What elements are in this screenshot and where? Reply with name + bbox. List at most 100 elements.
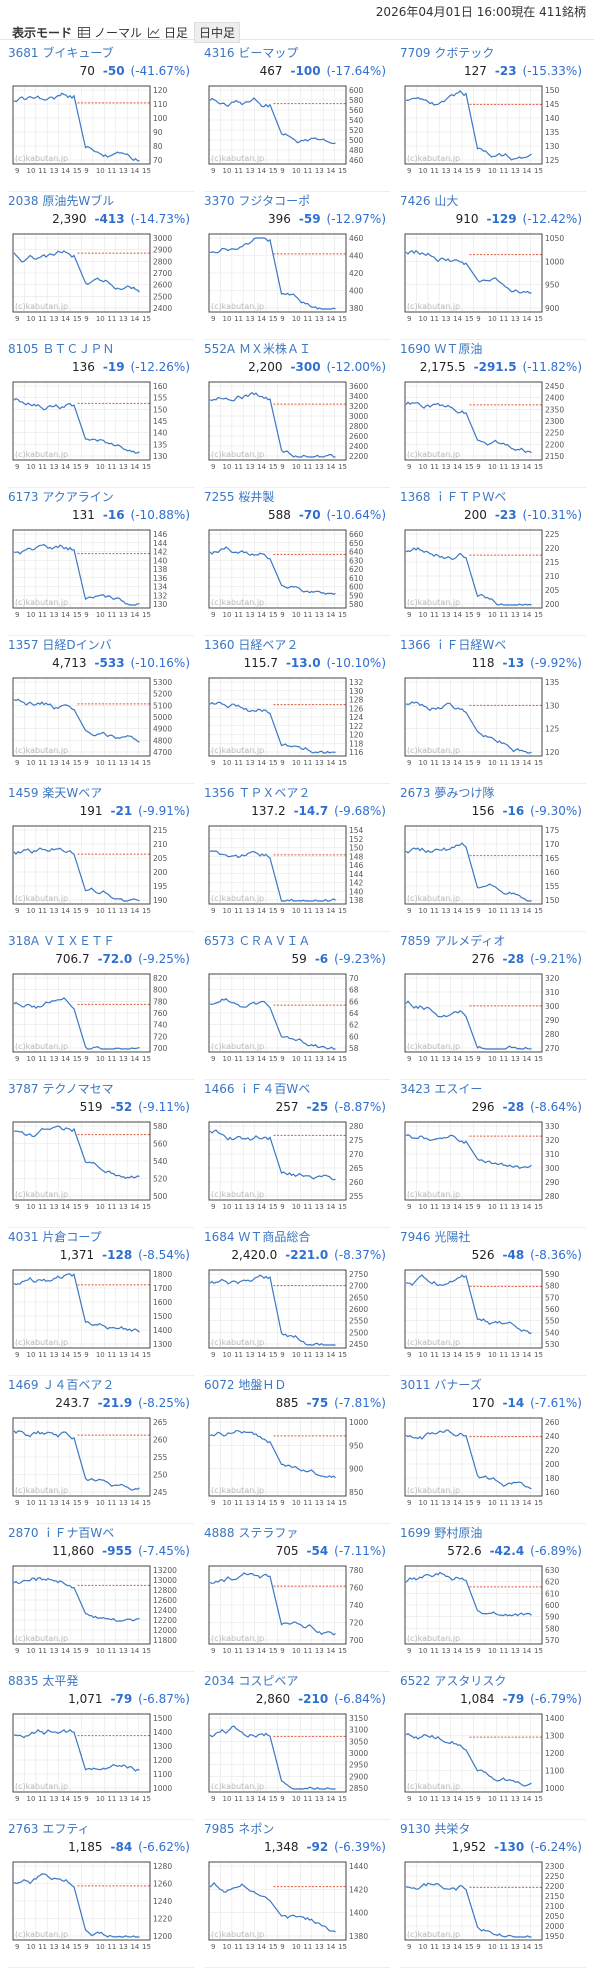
stock-code-link[interactable]: 4888 [204,1526,235,1540]
intraday-chart[interactable]: 215 210 205 200 195 190 9 10 11 13 14 15 9 10 11 13 14 15… [10,824,178,916]
stock-name-link[interactable]: ＴＰＸベア２ [234,786,311,800]
intraday-chart[interactable]: 3600 3400 3200 3000 2800 2600 2400 2200 9 10 11 13 1… [206,380,374,472]
stock-card[interactable]: 6072 地盤ＨＤ 885 -75 (-7.81%) 1000 950 900 850 9 10 1… [204,1376,390,1524]
stock-name-link[interactable]: ｉＦ日経Wベ [430,638,507,652]
stock-code-link[interactable]: 3011 [400,1378,431,1392]
stock-card[interactable]: 7859 アルメディオ 276 -28 (-9.21%) 320 310 300 290 280… [400,932,586,1080]
stock-code-link[interactable]: 1368 [400,490,431,504]
stock-name-link[interactable]: ブイキューブ [38,46,114,60]
stock-name-link[interactable]: アルメディオ [430,934,506,948]
stock-card[interactable]: 3370 フジタコーポ 396 -59 (-12.97%) 460 440 420 400 38… [204,192,390,340]
stock-card[interactable]: 1357 日経Dインバ 4,713 -533 (-10.16%) 5300 5200 510… [8,636,194,784]
stock-name-link[interactable]: 共栄タ [430,1822,471,1836]
stock-name-link[interactable]: ｉＦ４百Wベ [234,1082,311,1096]
intraday-chart[interactable]: 120 110 100 90 80 70 9 10 11 13 14 15 9 10 11 13 14 15 (c)… [10,84,178,176]
stock-name-link[interactable]: フジタコーポ [234,194,311,208]
stock-card[interactable]: 1356 ＴＰＸベア２ 137.2 -14.7 (-9.68%) 154 152 150 14… [204,784,390,932]
stock-name-link[interactable]: ビーマップ [234,46,299,60]
intraday-chart[interactable]: 3000 2900 2800 2700 2600 2500 2400 9 10 11 13 14 15 9… [10,232,178,324]
stock-name-link[interactable]: アクアライン [38,490,114,504]
stock-name-link[interactable]: ｉＦＴＰＷベ [430,490,507,504]
intraday-chart[interactable]: 330 320 310 300 290 280 9 10 11 13 14 15 9 10 11 13 14 15… [402,1120,570,1212]
stock-code-link[interactable]: 2763 [8,1822,39,1836]
stock-code-link[interactable]: 1684 [204,1230,235,1244]
stock-name-link[interactable]: 日経Dインバ [38,638,112,652]
stock-code-link[interactable]: 1466 [204,1082,235,1096]
intraday-chart[interactable]: 150 145 140 135 130 125 9 10 11 13 14 15 9 10 11 13 14 15… [402,84,570,176]
stock-name-link[interactable]: 桜井製 [234,490,275,504]
intraday-chart[interactable]: 132 130 128 126 124 122 120 118 116 9 10 11 13 14 15 9 1… [206,676,374,768]
stock-name-link[interactable]: ＭＸ米株ＡＩ [235,342,311,356]
mode-normal-button[interactable]: ノーマル [78,24,142,41]
intraday-chart[interactable]: 590 580 570 560 550 540 530 9 10 11 13 14 15 9 10 11 13 1… [402,1268,570,1360]
stock-code-link[interactable]: 1699 [400,1526,431,1540]
stock-code-link[interactable]: 3370 [204,194,235,208]
stock-card[interactable]: 552A ＭＸ米株ＡＩ 2,200 -300 (-12.00%) 3600 3400 320… [204,340,390,488]
stock-code-link[interactable]: 8105 [8,342,39,356]
stock-card[interactable]: 3423 エスイー 296 -28 (-8.64%) 330 320 310 300 290 28… [400,1080,586,1228]
stock-name-link[interactable]: コスピベア [234,1674,299,1688]
stock-card[interactable]: 3011 バナーズ 170 -14 (-7.61%) 260 240 220 200 180 16… [400,1376,586,1524]
intraday-chart[interactable]: 175 170 165 160 155 150 9 10 11 13 14 15 9 10 11 13 14 15… [402,824,570,916]
stock-name-link[interactable]: 日経ベア２ [234,638,299,652]
stock-code-link[interactable]: 1690 [400,342,431,356]
stock-code-link[interactable]: 1366 [400,638,431,652]
stock-card[interactable]: 7255 桜井製 588 -70 (-10.64%) 660 650 640 630 620 61… [204,488,390,636]
stock-name-link[interactable]: 夢みつけ隊 [430,786,495,800]
stock-code-link[interactable]: 2870 [8,1526,39,1540]
mode-daily-button[interactable]: 日足 [148,24,188,41]
stock-card[interactable]: 4031 片倉コープ 1,371 -128 (-8.54%) 1800 1700 1600 1… [8,1228,194,1376]
stock-code-link[interactable]: 7709 [400,46,431,60]
stock-card[interactable]: 2034 コスピベア 2,860 -210 (-6.84%) 3150 3100 3050 3… [204,1672,390,1820]
intraday-chart[interactable]: 160 155 150 145 140 135 130 9 10 11 13 14 15 9 10 11 13 1… [10,380,178,472]
stock-code-link[interactable]: 4316 [204,46,235,60]
stock-code-link[interactable]: 7859 [400,934,431,948]
intraday-chart[interactable]: 265 260 255 250 245 9 10 11 13 14 15 9 10 11 13 14 15 (c)… [10,1416,178,1508]
stock-code-link[interactable]: 8835 [8,1674,39,1688]
stock-card[interactable]: 7946 光陽社 526 -48 (-8.36%) 590 580 570 560 550 540… [400,1228,586,1376]
stock-code-link[interactable]: 7426 [400,194,431,208]
stock-name-link[interactable]: ｉＦナ百Wベ [38,1526,115,1540]
stock-name-link[interactable]: 野村原油 [430,1526,483,1540]
intraday-chart[interactable]: 260 240 220 200 180 160 9 10 11 13 14 15 9 10 11 13 14 15… [402,1416,570,1508]
intraday-chart[interactable]: 1500 1400 1300 1200 1100 1000 9 10 11 13 14 15 9 10 11… [10,1712,178,1804]
stock-code-link[interactable]: 318A [8,934,40,948]
stock-card[interactable]: 8105 ＢＴＣＪＰＮ 136 -19 (-12.26%) 160 155 150 145 14… [8,340,194,488]
stock-card[interactable]: 6173 アクアライン 131 -16 (-10.88%) 146 144 142 140 13… [8,488,194,636]
intraday-chart[interactable]: 135 130 125 120 9 10 11 13 14 15 9 10 11 13 14 15 (c)kab… [402,676,570,768]
stock-card[interactable]: 1360 日経ベア２ 115.7 -13.0 (-10.10%) 132 130 128 12… [204,636,390,784]
intraday-chart[interactable]: 2450 2400 2350 2300 2250 2200 2150 9 10 11 13 14 15 9… [402,380,570,472]
stock-name-link[interactable]: エフティ [38,1822,90,1836]
stock-card[interactable]: 1699 野村原油 572.6 -42.4 (-6.89%) 630 620 610 600 5… [400,1524,586,1672]
stock-code-link[interactable]: 1357 [8,638,39,652]
stock-card[interactable]: 9130 共栄タ 1,952 -130 (-6.24%) 2300 2250 2200 215… [400,1820,586,1968]
intraday-chart[interactable]: 660 650 640 630 620 610 600 590 580 9 10 11 13 14 15 9 1… [206,528,374,620]
intraday-chart[interactable]: 320 310 300 290 280 270 9 10 11 13 14 15 9 10 11 13 14 15… [402,972,570,1064]
stock-card[interactable]: 1469 Ｊ４百ベア２ 243.7 -21.9 (-8.25%) 265 260 255 25… [8,1376,194,1524]
stock-code-link[interactable]: 1459 [8,786,39,800]
stock-card[interactable]: 4316 ビーマップ 467 -100 (-17.64%) 600 580 560 540 52… [204,44,390,192]
intraday-chart[interactable]: 225 220 215 210 205 200 9 10 11 13 14 15 9 10 11 13 14 15… [402,528,570,620]
stock-name-link[interactable]: ＶＩＸＥＴＦ [39,934,115,948]
stock-code-link[interactable]: 7985 [204,1822,235,1836]
stock-name-link[interactable]: ＷＴ商品総合 [234,1230,311,1244]
stock-card[interactable]: 1690 ＷＴ原油 2,175.5 -291.5 (-11.82%) 2450 2400 2… [400,340,586,488]
stock-name-link[interactable]: 原油先Wブル [38,194,115,208]
stock-name-link[interactable]: 楽天Wベア [38,786,103,800]
stock-name-link[interactable]: ＢＴＣＪＰＮ [38,342,115,356]
intraday-chart[interactable]: 1400 1300 1200 1100 1000 9 10 11 13 14 15 9 10 11 13 14… [402,1712,570,1804]
stock-card[interactable]: 1459 楽天Wベア 191 -21 (-9.91%) 215 210 205 200 195 1… [8,784,194,932]
stock-card[interactable]: 1684 ＷＴ商品総合 2,420.0 -221.0 (-8.37%) 2750 2700… [204,1228,390,1376]
stock-code-link[interactable]: 2038 [8,194,39,208]
stock-card[interactable]: 6522 アスタリスク 1,084 -79 (-6.79%) 1400 1300 1200 1… [400,1672,586,1820]
stock-name-link[interactable]: クボテック [430,46,495,60]
stock-card[interactable]: 3681 ブイキューブ 70 -50 (-41.67%) 120 110 100 90 80 70… [8,44,194,192]
stock-name-link[interactable]: 太平発 [38,1674,79,1688]
stock-code-link[interactable]: 6173 [8,490,39,504]
stock-name-link[interactable]: ステラファ [234,1526,299,1540]
stock-card[interactable]: 6573 ＣＲＡＶＩＡ 59 -6 (-9.23%) 70 68 66 64 62 60 58 9 10… [204,932,390,1080]
intraday-chart[interactable]: 70 68 66 64 62 60 58 9 10 11 13 14 15 9 10 11 13 14 15 (c)k… [206,972,374,1064]
stock-card[interactable]: 7709 クボテック 127 -23 (-15.33%) 150 145 140 135 130… [400,44,586,192]
stock-card[interactable]: 2673 夢みつけ隊 156 -16 (-9.30%) 175 170 165 160 155 1… [400,784,586,932]
stock-name-link[interactable]: バナーズ [430,1378,482,1392]
